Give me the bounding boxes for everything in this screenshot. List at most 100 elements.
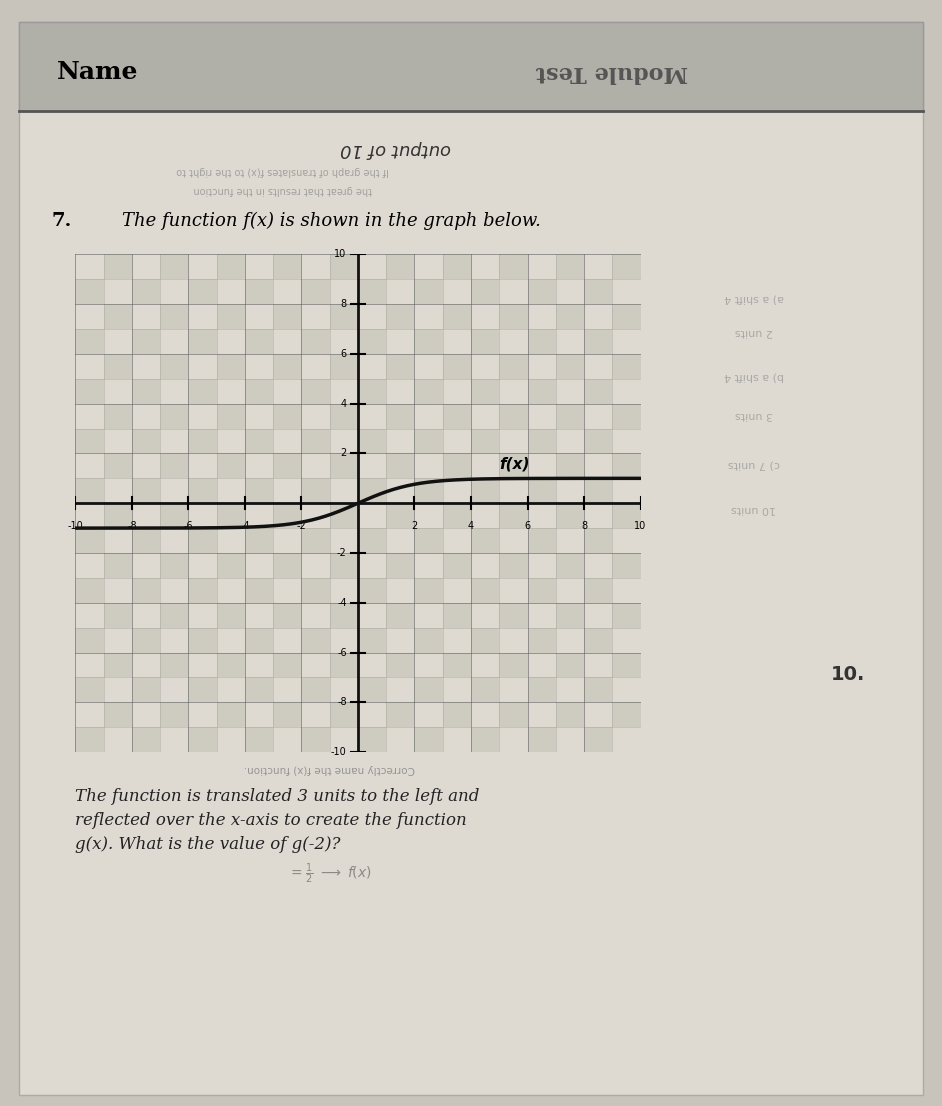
Bar	[443, 354, 471, 378]
Bar	[188, 280, 217, 304]
Bar	[499, 304, 528, 330]
Bar	[245, 577, 273, 603]
Bar	[301, 478, 330, 503]
Bar	[273, 503, 301, 529]
Bar	[358, 429, 386, 453]
Bar	[160, 404, 188, 429]
Bar	[556, 503, 584, 529]
Bar	[414, 529, 443, 553]
Text: 8: 8	[340, 299, 347, 310]
Bar	[75, 478, 104, 503]
Text: 10: 10	[334, 249, 347, 260]
Bar	[104, 354, 132, 378]
Bar	[499, 653, 528, 677]
Bar	[75, 728, 104, 752]
Bar	[358, 330, 386, 354]
Bar	[414, 280, 443, 304]
Bar	[386, 354, 414, 378]
Bar	[301, 577, 330, 603]
Bar	[188, 728, 217, 752]
Bar	[132, 378, 160, 404]
Text: g(x). What is the value of g(-2)?: g(x). What is the value of g(-2)?	[75, 836, 341, 854]
Bar	[499, 503, 528, 529]
Bar	[528, 728, 556, 752]
Bar	[245, 628, 273, 653]
Bar	[443, 304, 471, 330]
Bar	[188, 429, 217, 453]
Bar	[245, 728, 273, 752]
Bar	[556, 553, 584, 577]
Text: 10 units: 10 units	[731, 503, 776, 514]
Bar	[160, 653, 188, 677]
Text: a) a shift 4: a) a shift 4	[723, 293, 784, 304]
Bar	[301, 628, 330, 653]
Bar	[612, 254, 641, 280]
Bar	[612, 702, 641, 728]
Bar	[245, 280, 273, 304]
Bar	[528, 429, 556, 453]
Bar	[414, 577, 443, 603]
Bar	[584, 677, 612, 702]
Bar	[528, 677, 556, 702]
Bar	[612, 404, 641, 429]
Bar	[301, 378, 330, 404]
Bar	[528, 330, 556, 354]
Text: 6: 6	[340, 348, 347, 359]
Bar	[556, 254, 584, 280]
Bar	[273, 603, 301, 628]
Bar	[556, 404, 584, 429]
Bar	[132, 330, 160, 354]
Bar	[188, 378, 217, 404]
Bar	[75, 280, 104, 304]
Bar	[414, 628, 443, 653]
Bar	[358, 577, 386, 603]
Bar	[160, 702, 188, 728]
Bar	[301, 677, 330, 702]
Text: 8: 8	[581, 521, 587, 531]
Bar	[528, 378, 556, 404]
Bar	[217, 603, 245, 628]
Bar	[75, 378, 104, 404]
Bar	[301, 330, 330, 354]
Bar	[386, 503, 414, 529]
Bar	[386, 254, 414, 280]
Bar	[528, 280, 556, 304]
Bar	[443, 453, 471, 478]
Text: -10: -10	[68, 521, 83, 531]
Bar	[301, 529, 330, 553]
Bar	[584, 728, 612, 752]
Text: Name: Name	[57, 60, 138, 84]
Bar	[358, 280, 386, 304]
Bar	[612, 453, 641, 478]
Bar	[528, 529, 556, 553]
Bar	[556, 354, 584, 378]
Bar	[358, 728, 386, 752]
Text: output of 10: output of 10	[340, 140, 451, 158]
Bar	[301, 280, 330, 304]
Text: 6: 6	[525, 521, 530, 531]
Bar	[556, 304, 584, 330]
Bar	[217, 404, 245, 429]
Bar	[330, 553, 358, 577]
Bar	[75, 330, 104, 354]
Bar	[584, 330, 612, 354]
Text: 4: 4	[468, 521, 474, 531]
Bar	[499, 603, 528, 628]
Bar	[75, 529, 104, 553]
Text: -6: -6	[184, 521, 193, 531]
Bar	[273, 354, 301, 378]
Text: Module Test: Module Test	[536, 61, 689, 83]
Bar	[273, 702, 301, 728]
Bar	[584, 429, 612, 453]
Text: $= \frac{1}{2}$ $\longrightarrow$ $f(x)$: $= \frac{1}{2}$ $\longrightarrow$ $f(x)$	[288, 862, 371, 886]
Bar	[471, 677, 499, 702]
Bar	[160, 603, 188, 628]
Bar	[19, 22, 923, 111]
Bar	[330, 304, 358, 330]
Bar	[443, 702, 471, 728]
Bar	[273, 453, 301, 478]
Bar	[386, 404, 414, 429]
Bar	[443, 553, 471, 577]
Bar	[104, 404, 132, 429]
Bar	[160, 304, 188, 330]
